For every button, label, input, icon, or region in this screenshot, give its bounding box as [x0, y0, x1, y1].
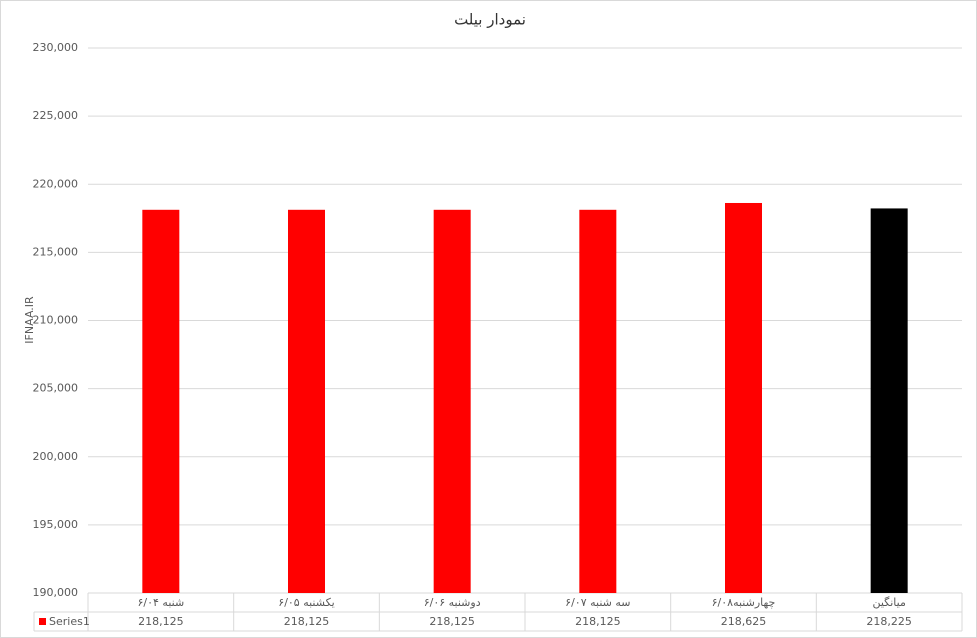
legend-key [39, 618, 46, 625]
y-tick-label: 225,000 [33, 109, 79, 122]
table-value: 218,125 [284, 615, 330, 628]
x-tick-label: چهارشنبه۶/۰۸ [712, 596, 776, 609]
table-value: 218,225 [866, 615, 912, 628]
bar [870, 208, 908, 593]
y-tick-label: 195,000 [33, 518, 79, 531]
bar [288, 209, 325, 593]
y-axis-label: IFNAA.IR [23, 296, 36, 344]
y-tick-label: 200,000 [33, 450, 79, 463]
y-tick-label: 220,000 [33, 177, 79, 190]
table-value: 218,625 [721, 615, 767, 628]
x-tick-label: سه شنبه ۶/۰۷ [565, 596, 630, 609]
legend-label: Series1 [49, 615, 90, 628]
y-tick-label: 210,000 [33, 314, 79, 327]
y-tick-label: 215,000 [33, 245, 79, 258]
bar [433, 209, 471, 593]
bar [579, 209, 617, 593]
table-value: 218,125 [429, 615, 475, 628]
table-value: 218,125 [575, 615, 621, 628]
y-tick-label: 205,000 [33, 382, 79, 395]
x-tick-label: دوشنبه ۶/۰۶ [424, 596, 481, 609]
x-tick-label: شنبه ۶/۰۴ [137, 596, 184, 609]
bar [142, 209, 180, 593]
x-tick-label: میانگین [872, 596, 906, 609]
bar [725, 202, 762, 593]
y-tick-label: 230,000 [33, 41, 79, 54]
y-tick-label: 190,000 [33, 586, 79, 599]
table-value: 218,125 [138, 615, 184, 628]
chart-title: نمودار بیلت [454, 11, 526, 29]
x-tick-label: یکشنبه ۶/۰۵ [278, 596, 334, 609]
